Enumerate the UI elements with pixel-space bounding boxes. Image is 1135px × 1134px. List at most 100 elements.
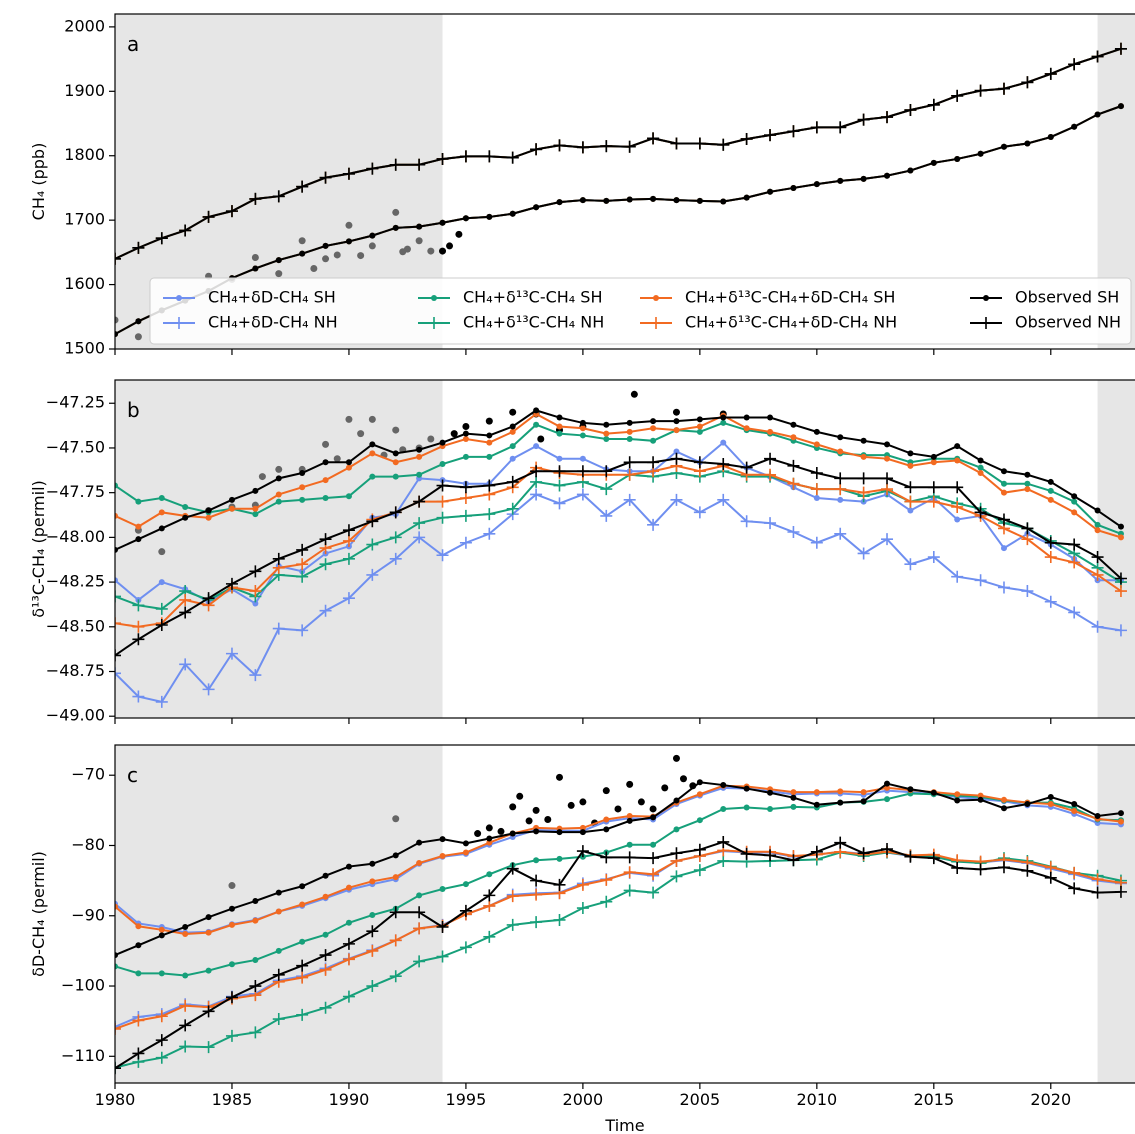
series-marker (600, 465, 613, 478)
series-marker (115, 617, 121, 630)
series-marker (483, 889, 496, 902)
series-marker (413, 922, 426, 935)
series-marker (483, 150, 496, 163)
plot-area (115, 42, 1127, 341)
series-marker (813, 441, 820, 448)
series-marker (413, 531, 426, 544)
series-marker (743, 425, 750, 432)
series-marker (413, 495, 426, 508)
series-marker (579, 455, 586, 462)
observation-point (439, 247, 447, 255)
series-marker (342, 524, 355, 537)
series-marker (322, 931, 329, 938)
observation-point (158, 548, 166, 556)
series-marker (696, 779, 703, 786)
series-marker (296, 959, 309, 972)
series-marker (930, 459, 937, 466)
series-marker (764, 517, 777, 530)
series-marker (1068, 538, 1081, 551)
series-marker (977, 469, 984, 476)
series-marker (205, 967, 212, 974)
series-marker (860, 789, 867, 796)
series-marker (115, 512, 118, 519)
series-marker (319, 558, 332, 571)
series-marker (556, 430, 563, 437)
y-tick-label: −110 (61, 1046, 105, 1065)
series-marker (249, 1026, 262, 1039)
series-marker (997, 513, 1010, 526)
series-marker (275, 498, 282, 505)
y-axis-label: δ¹³C-CH₄ (permil) (29, 480, 48, 618)
series-marker (135, 942, 142, 949)
observation-point (275, 270, 283, 278)
observation-point (672, 408, 680, 416)
series-marker (530, 916, 543, 929)
series-marker (1024, 801, 1031, 808)
series-line (115, 412, 1122, 539)
series-marker (202, 592, 215, 605)
series-marker (1117, 534, 1124, 541)
series-marker (717, 854, 730, 867)
series-marker (740, 132, 753, 145)
series-marker (252, 505, 259, 512)
series-marker (977, 464, 984, 471)
series-marker (884, 172, 891, 179)
series-marker (860, 175, 867, 182)
series-marker (342, 937, 355, 950)
series-marker (787, 526, 800, 539)
series-marker (115, 252, 121, 265)
series-marker (369, 441, 376, 448)
observation-point (368, 242, 376, 250)
series-marker (228, 921, 235, 928)
series-marker (322, 893, 329, 900)
series-marker (155, 1034, 168, 1047)
observation-point (450, 430, 458, 438)
series-marker (790, 184, 797, 191)
series-marker (155, 1051, 168, 1064)
series-marker (506, 918, 519, 931)
series-marker (158, 495, 165, 502)
series-marker (927, 551, 940, 564)
series-marker (556, 829, 563, 836)
series-marker (857, 472, 870, 485)
series-marker (670, 493, 683, 506)
observation-point (251, 254, 259, 262)
y-tick-label: 2000 (64, 16, 105, 35)
series-marker (345, 493, 352, 500)
series-marker (693, 864, 706, 877)
series-marker (904, 558, 917, 571)
series-marker (977, 792, 984, 799)
series-marker (369, 860, 376, 867)
series-marker (603, 826, 610, 833)
series-marker (553, 465, 566, 478)
observation-point (392, 815, 400, 823)
series-marker (1091, 886, 1104, 899)
series-marker (647, 886, 660, 899)
series-marker (673, 197, 680, 204)
series-marker (533, 828, 540, 835)
observation-point (115, 316, 119, 324)
series-marker (1094, 507, 1101, 514)
series-marker (179, 606, 192, 619)
series-marker (366, 944, 379, 957)
series-marker (857, 486, 870, 499)
series-marker (228, 905, 235, 912)
series-marker (459, 150, 472, 163)
series-marker (413, 955, 426, 968)
series-marker (626, 841, 633, 848)
series-marker (158, 509, 165, 516)
series-marker (392, 473, 399, 480)
series-marker (486, 453, 493, 460)
series-marker (556, 414, 563, 421)
y-tick-label: 1700 (64, 210, 105, 229)
series-marker (462, 436, 469, 443)
series-marker (225, 205, 238, 218)
series-marker (459, 941, 472, 954)
observation-point (392, 426, 400, 434)
series-marker (810, 466, 823, 479)
series-marker (416, 453, 423, 460)
series-marker (509, 830, 516, 837)
series-marker (249, 565, 262, 578)
x-axis-label: Time (604, 1116, 644, 1134)
series-marker (977, 796, 984, 803)
